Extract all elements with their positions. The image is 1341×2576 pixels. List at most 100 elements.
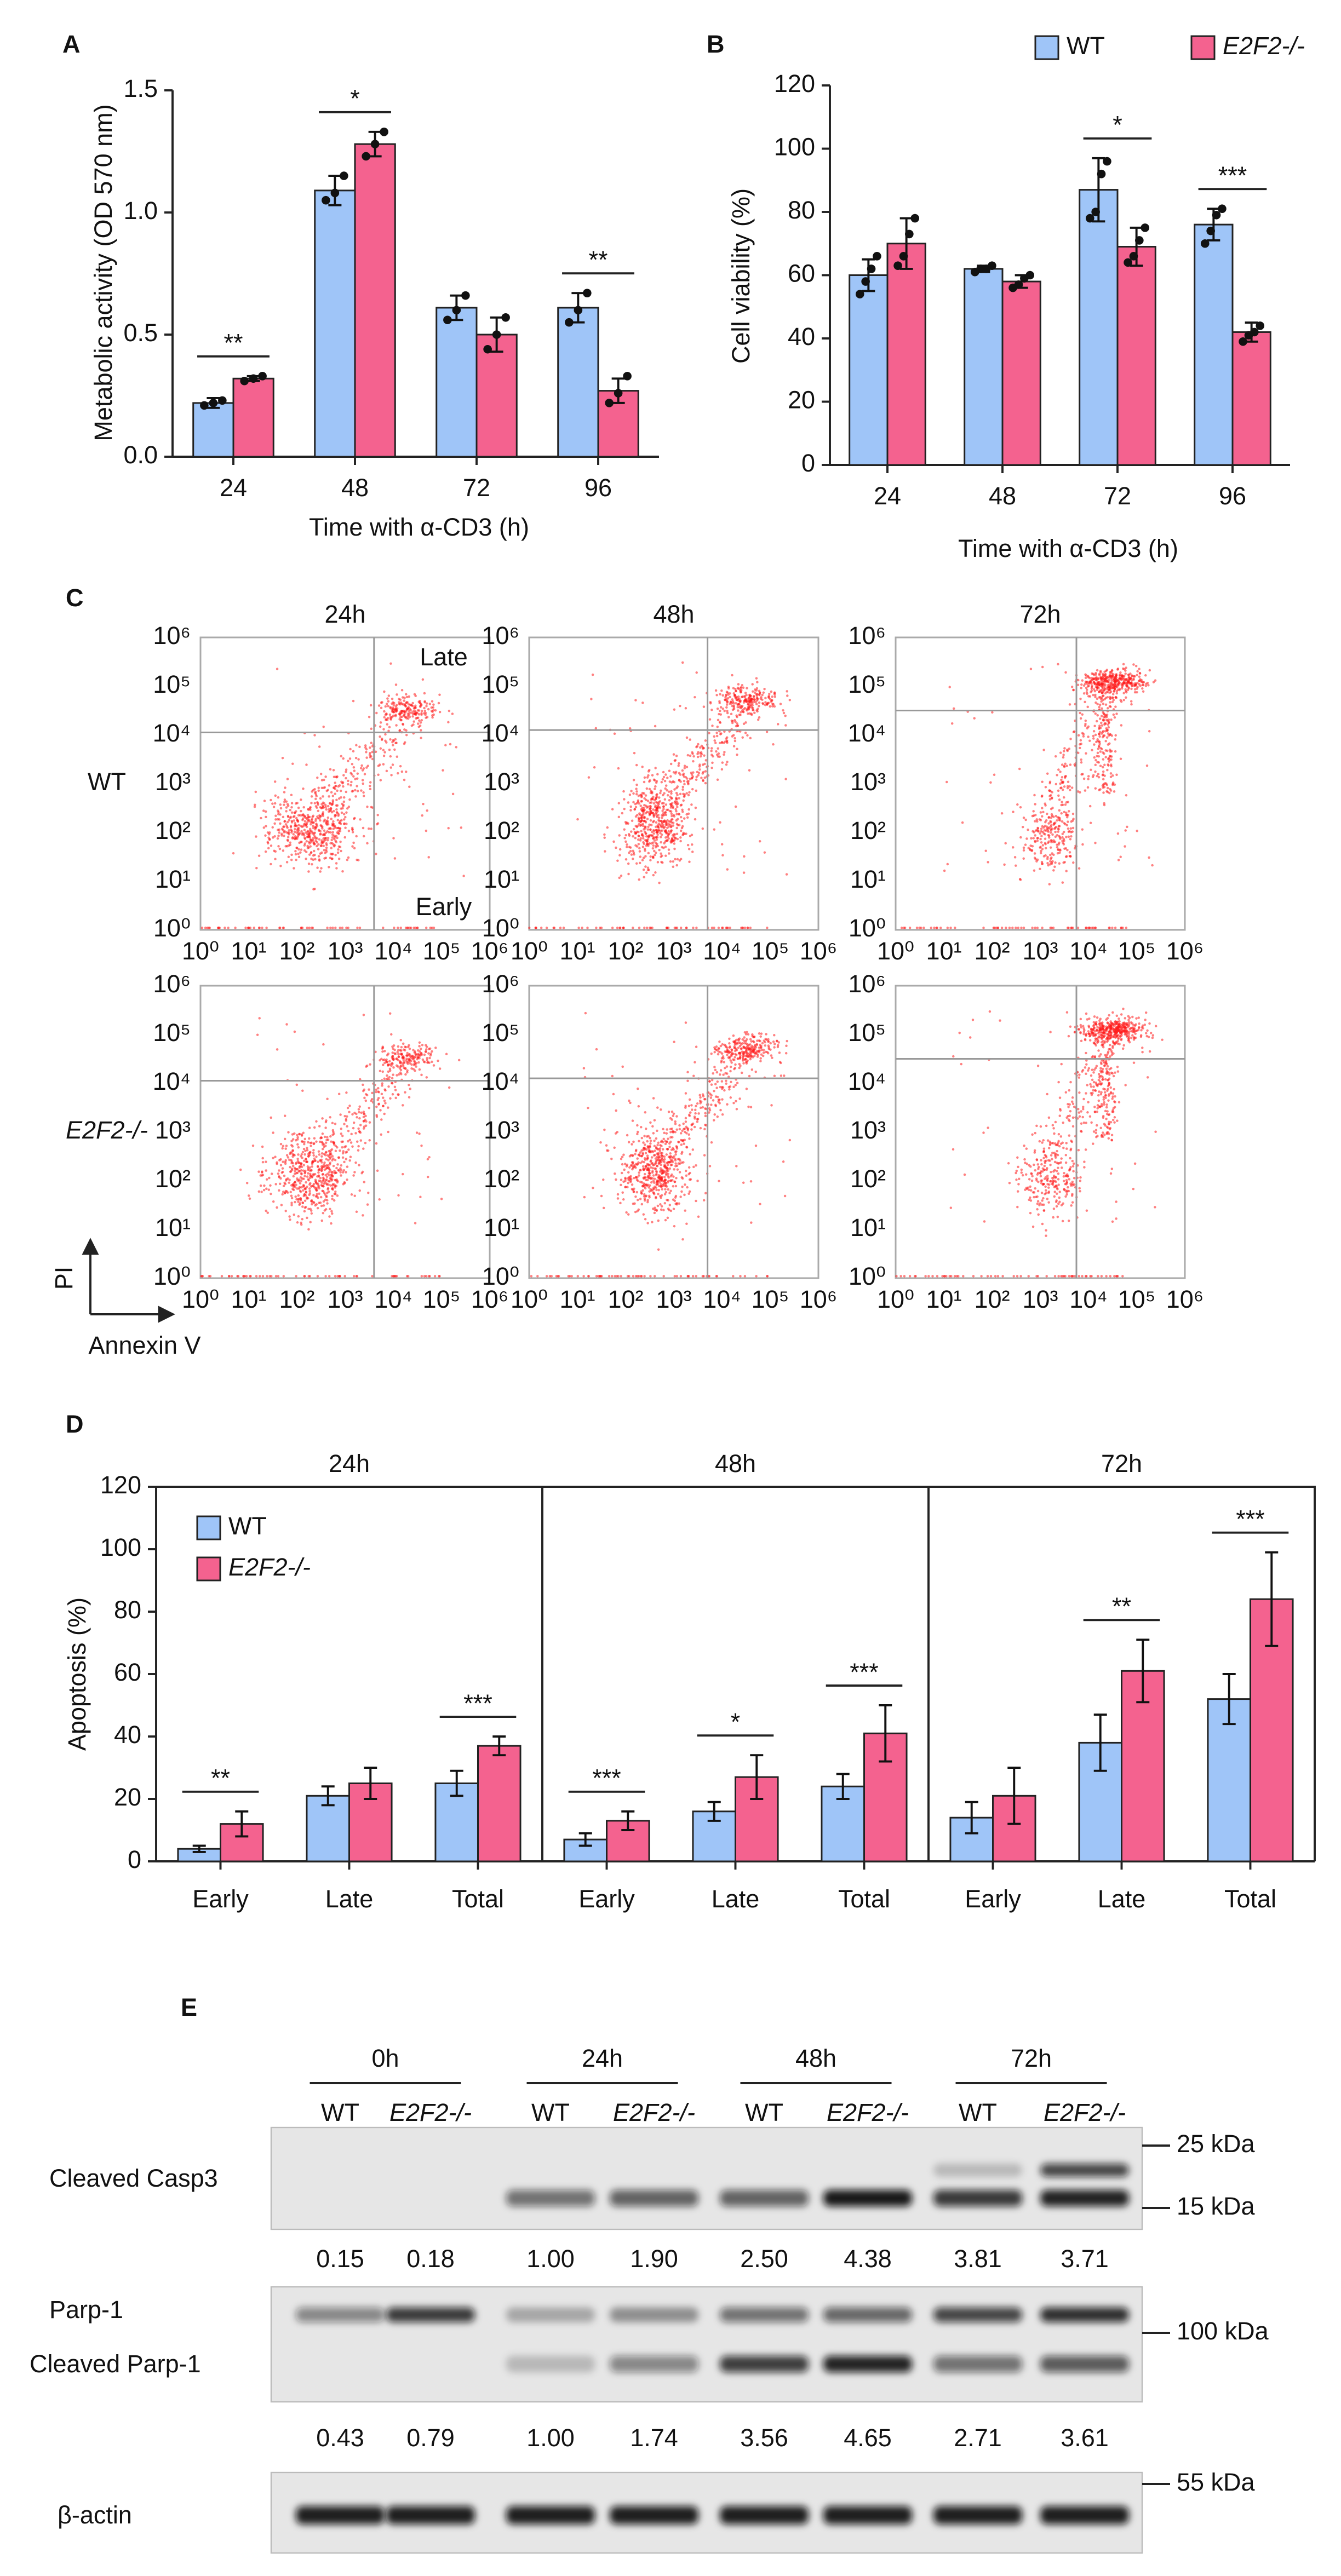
event-dot (325, 1167, 328, 1170)
event-dot (758, 705, 760, 708)
error-bar (965, 1801, 978, 1835)
event-dot (1048, 883, 1051, 886)
event-dot (408, 1057, 410, 1061)
event-dot (337, 832, 340, 835)
event-dot (339, 1275, 341, 1278)
event-dot (301, 1157, 303, 1159)
event-dot (653, 849, 656, 853)
event-dot (1094, 927, 1097, 929)
event-dot (724, 695, 727, 699)
event-dot (599, 927, 601, 929)
event-dot (321, 1147, 324, 1151)
event-dot (614, 1172, 616, 1175)
event-dot (1052, 823, 1055, 826)
event-dot (671, 841, 673, 844)
event-dot (735, 702, 737, 705)
data-point (855, 290, 864, 298)
event-dot (1097, 732, 1101, 735)
event-dot (332, 769, 335, 772)
event-dot (360, 764, 363, 767)
event-dot (1093, 743, 1096, 746)
event-dot (1052, 815, 1055, 818)
event-dot (350, 1193, 353, 1196)
event-dot (371, 750, 374, 754)
event-dot (359, 1124, 362, 1126)
event-dot (1034, 820, 1036, 823)
event-dot (276, 1048, 279, 1051)
event-dot (340, 1132, 343, 1135)
event-dot (301, 1189, 305, 1192)
x-tick-label: 10⁶ (471, 937, 509, 965)
event-dot (297, 1146, 300, 1149)
event-dot (660, 1196, 662, 1199)
event-dot (403, 703, 406, 706)
event-dot (656, 773, 659, 776)
event-dot (630, 853, 633, 856)
event-dot (306, 1160, 308, 1163)
event-dot (320, 841, 323, 844)
event-dot (1049, 863, 1052, 866)
event-dot (308, 1189, 311, 1193)
event-dot (336, 1181, 339, 1184)
event-dot (784, 714, 787, 717)
event-dot (655, 829, 658, 832)
event-dot (1046, 829, 1050, 832)
event-dot (943, 869, 946, 872)
event-dot (321, 1117, 324, 1120)
event-dot (421, 1044, 424, 1046)
event-dot (623, 837, 626, 840)
event-dot (334, 1193, 337, 1195)
event-dot (290, 1162, 293, 1165)
event-dot (559, 927, 562, 929)
event-dot (301, 817, 305, 820)
event-dot (358, 1105, 361, 1108)
event-dot (946, 863, 949, 866)
event-dot (327, 1190, 330, 1193)
event-dot (310, 852, 313, 854)
event-dot (1119, 677, 1122, 680)
event-dot (661, 778, 664, 781)
y-tick-label: 60 (114, 1658, 141, 1686)
event-dot (276, 818, 279, 821)
event-dot (661, 817, 663, 819)
event-dot (769, 705, 772, 708)
event-dot (697, 743, 700, 746)
event-dot (1115, 696, 1118, 699)
event-dot (1144, 674, 1147, 677)
event-dot (731, 704, 734, 708)
event-dot (362, 1090, 365, 1092)
event-dot (387, 1070, 390, 1073)
event-dot (296, 1221, 299, 1224)
event-dot (715, 732, 718, 734)
event-dot (1103, 774, 1106, 777)
event-dot (1055, 825, 1058, 829)
event-dot (650, 1162, 654, 1165)
event-dot (683, 817, 686, 820)
event-dot (702, 1199, 706, 1202)
event-dot (1085, 686, 1088, 689)
event-dot (274, 858, 277, 860)
event-dot (1107, 786, 1109, 790)
event-dot (337, 1169, 340, 1171)
event-dot (663, 792, 666, 795)
event-dot (387, 1130, 389, 1134)
event-dot (308, 836, 311, 838)
event-dot (784, 778, 787, 780)
event-dot (305, 1206, 307, 1209)
event-dot (369, 704, 373, 707)
event-dot (667, 927, 670, 929)
error-bar (578, 1832, 592, 1847)
event-dot (1101, 691, 1104, 694)
event-dot (1081, 732, 1084, 735)
event-dot (289, 841, 292, 844)
event-dot (426, 1175, 429, 1178)
event-dot (394, 709, 397, 712)
event-dot (284, 1162, 287, 1165)
event-dot (672, 814, 675, 817)
event-dot (908, 927, 912, 929)
event-dot (1042, 749, 1045, 751)
event-dot (649, 828, 652, 831)
event-dot (721, 707, 724, 710)
event-dot (308, 815, 311, 819)
event-dot (744, 721, 747, 724)
